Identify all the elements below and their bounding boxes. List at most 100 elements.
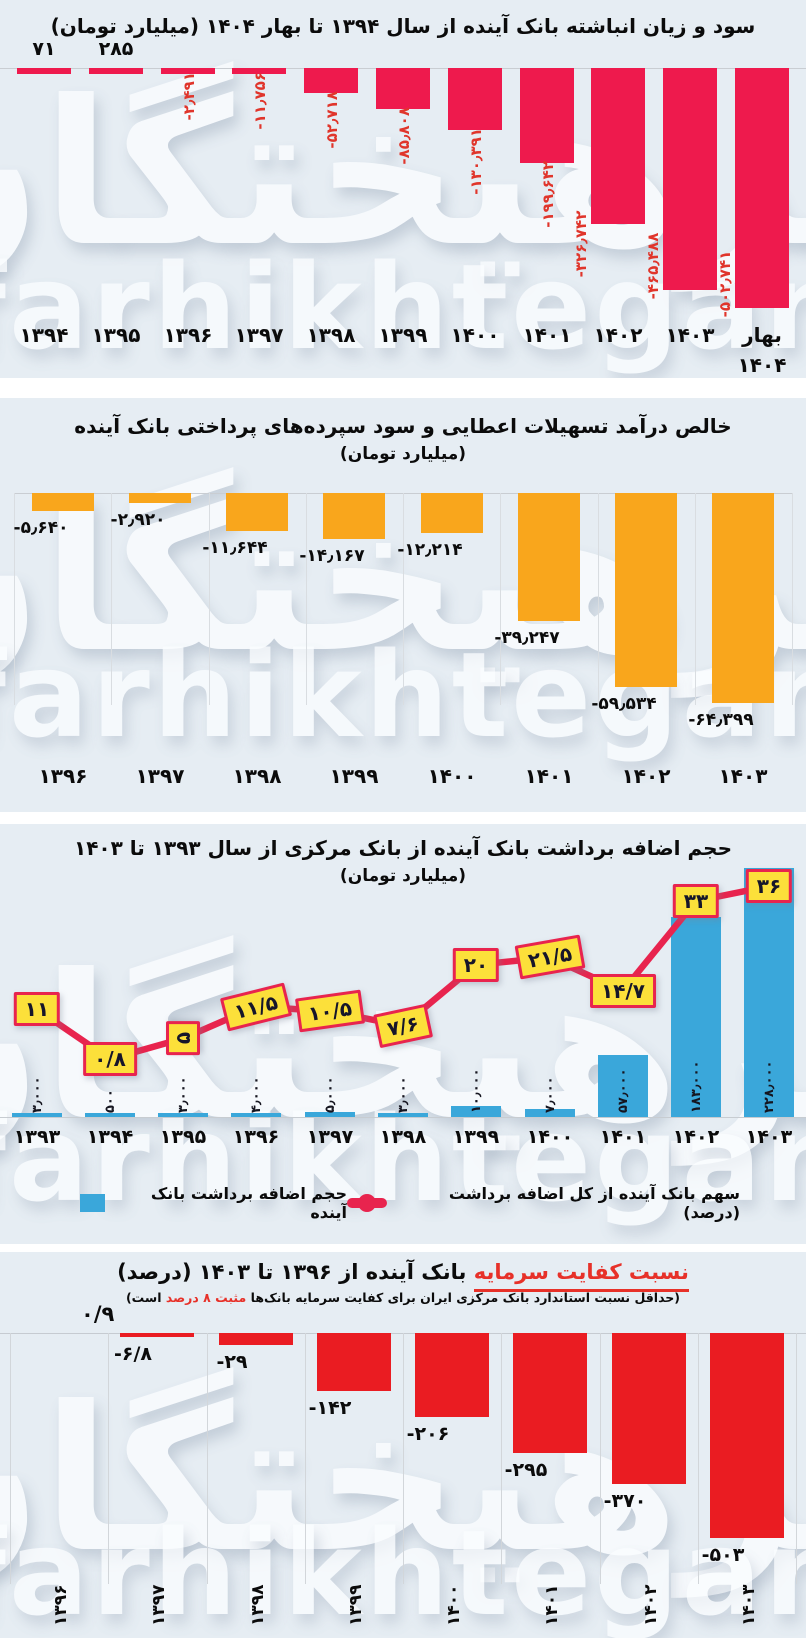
bar: [231, 1113, 281, 1117]
axis-label: ۱۴۰۱: [524, 764, 574, 788]
gridline: [403, 493, 404, 705]
bar: [129, 493, 191, 503]
bar: [12, 1113, 62, 1117]
axis-label: ۱۳۹۸: [248, 1584, 268, 1626]
value-label: ۷۱: [32, 38, 56, 60]
chart4-subtitle: (حداقل نسبت استاندارد بانک مرکزی ایران ب…: [0, 1290, 806, 1305]
axis-label: ۱۴۰۰: [526, 1126, 574, 1148]
value-label: -۶/۸: [113, 1343, 153, 1365]
axis-label: ۱۳۹۶: [38, 764, 88, 788]
chart3-legend: حجم اضافه برداشت بانک آینده سهم بانک آین…: [0, 1184, 806, 1222]
value-label: -۱۴٫۱۶۷: [299, 546, 365, 566]
chart4-subtitle-post: است): [125, 1290, 166, 1305]
value-label: -۴۶۵٫۴۸۸: [644, 232, 662, 300]
axis-label: ۱۳۹۶: [51, 1584, 71, 1626]
bar: [663, 68, 717, 290]
bar: [219, 1333, 293, 1345]
line-point-label: ۳۳: [672, 884, 720, 918]
bar: [317, 1333, 391, 1391]
axis-label: ۱۳۹۸: [306, 323, 356, 347]
gridline: [207, 1333, 208, 1584]
value-label: -۲٫۹۲۰: [110, 510, 166, 530]
bar: [598, 1055, 648, 1117]
bar: [158, 1113, 208, 1117]
chart4-title-black-part: بانک آینده از ۱۳۹۶ تا ۱۴۰۳ (درصد): [117, 1260, 467, 1284]
chart1-plot: ۷۱ ۱۳۹۴ ۲۸۵ ۱۳۹۵ -۲٫۴۹۱ ۱۳۹۶ -۱۱٫۷۵۶ ۱۳۹۷ -۵۲٫۷۱…: [0, 0, 806, 378]
axis-label: ۱۳۹۳: [13, 1126, 61, 1148]
bar: [612, 1333, 686, 1484]
axis-label: ۱۳۹۷: [135, 764, 185, 788]
gridline: [600, 1333, 601, 1584]
value-label: -۵۹٫۵۳۴: [591, 694, 657, 714]
axis-label: ۱۳۹۹: [346, 1584, 366, 1626]
panel-net-interest-income: فرهیختگان farhikhtegan خالص درآمد تسهیلا…: [0, 398, 806, 812]
gridline: [14, 493, 15, 705]
value-label: -۱۲٫۲۱۴: [397, 540, 463, 560]
chart2-title: خالص درآمد تسهیلات اعطایی و سود سپرده‌ها…: [74, 414, 732, 438]
axis-label: ۱۴۰۳: [665, 323, 715, 347]
axis-label: ۱۳۹۸: [232, 764, 282, 788]
axis-label: ۱۳۹۷: [306, 1126, 354, 1148]
gridline: [698, 1333, 699, 1584]
gridline: [403, 1333, 404, 1584]
axis-label: ۱۴۰۲: [621, 764, 671, 788]
bar: [376, 68, 430, 109]
axis-label: ۱۴۰۲: [641, 1584, 661, 1626]
bar: [520, 68, 574, 163]
value-label: -۲۹: [216, 1351, 248, 1373]
value-label: -۱۴۲: [308, 1397, 352, 1419]
axis-label: ۱۳۹۵: [91, 323, 141, 347]
axis-label: ۱۴۰۳: [718, 764, 768, 788]
chart4-plot: ۰/۹ ۱۳۹۶ -۶/۸ ۱۳۹۷ -۲۹ ۱۳۹۸ -۱۴۲ ۱۳۹۹ -۲۰۶ ۱۴۰۰ -۲…: [0, 1252, 806, 1638]
bar: [710, 1333, 784, 1538]
bar: [304, 68, 358, 93]
gridline: [796, 1333, 797, 1584]
legend-item-overdraft-share: سهم بانک آینده از کل اضافه برداشت (درصد): [347, 1184, 740, 1222]
axis-label: ۱۴۰۰: [450, 323, 500, 347]
bar: [591, 68, 645, 224]
line-point-label: ۳۶: [745, 869, 793, 903]
axis-label: ۱۴۰۳: [739, 1584, 759, 1626]
chart3-plot: ۳٫۰۰۰ ۱۳۹۳ ۵۰۰ ۱۳۹۴ ۳٫۰۰۰ ۱۳۹۵ ۴٫۰۰۰ ۱۳۹۶ ۵٫۰۰۰ ۱…: [0, 824, 806, 1244]
gridline: [305, 1333, 306, 1584]
gridline: [111, 493, 112, 705]
axis-label: ۱۳۹۷: [149, 1584, 169, 1626]
chart4-subtitle-pre: (حداقل نسبت استاندارد بانک مرکزی ایران ب…: [246, 1290, 681, 1305]
bar: [451, 1106, 501, 1117]
gridline: [792, 493, 793, 705]
line-point-label: ۱۱: [13, 992, 61, 1026]
bar: [525, 1109, 575, 1117]
chart1-title: سود و زیان انباشته بانک آینده از سال ۱۳۹…: [50, 14, 756, 38]
bar: [120, 1333, 194, 1337]
axis-label: ۱۳۹۹: [329, 764, 379, 788]
gridline: [695, 493, 696, 705]
bar: [305, 1112, 355, 1117]
axis-label: بهار ۱۴۰۴: [737, 323, 787, 377]
bar: [615, 493, 677, 687]
line-point-label: ۲۰: [452, 948, 500, 982]
value-label: -۲۹۵: [504, 1459, 548, 1481]
chart4-subtitle-red: مثبت ۸ درصد: [165, 1290, 247, 1305]
legend-item-overdraft-volume: حجم اضافه برداشت بانک آینده: [80, 1184, 347, 1222]
legend-label-overdraft-volume: حجم اضافه برداشت بانک آینده: [150, 1184, 348, 1222]
axis-label: ۱۴۰۰: [444, 1584, 464, 1626]
axis-label: ۱۳۹۵: [159, 1126, 207, 1148]
gridline: [209, 493, 210, 705]
axis-label: ۱۳۹۴: [19, 323, 69, 347]
value-label: -۶۴٫۳۹۹: [688, 710, 754, 730]
line-point-label: ۵: [166, 1020, 200, 1056]
bar: [161, 68, 215, 74]
axis-label: ۱۴۰۱: [522, 323, 572, 347]
axis-label: ۱۳۹۶: [232, 1126, 280, 1148]
bar: [513, 1333, 587, 1453]
value-label: -۳۷۰: [603, 1490, 647, 1512]
axis-label: ۱۳۹۴: [86, 1126, 134, 1148]
bar: [378, 1113, 428, 1117]
legend-label-overdraft-share: سهم بانک آینده از کل اضافه برداشت (درصد): [448, 1184, 740, 1222]
line-point-label: ۰/۸: [83, 1042, 137, 1076]
chart2-plot: -۵٫۶۴۰ ۱۳۹۶ -۲٫۹۲۰ ۱۳۹۷ -۱۱٫۶۴۴ ۱۳۹۸ -۱۴٫۱۶۷ ۱۳…: [0, 398, 806, 812]
value-label: -۵۰۳: [701, 1544, 745, 1566]
chart3-title: حجم اضافه برداشت بانک آینده از بانک مرکز…: [74, 836, 732, 860]
value-label: -۲۰۶: [406, 1423, 450, 1445]
bar: [744, 868, 794, 1117]
